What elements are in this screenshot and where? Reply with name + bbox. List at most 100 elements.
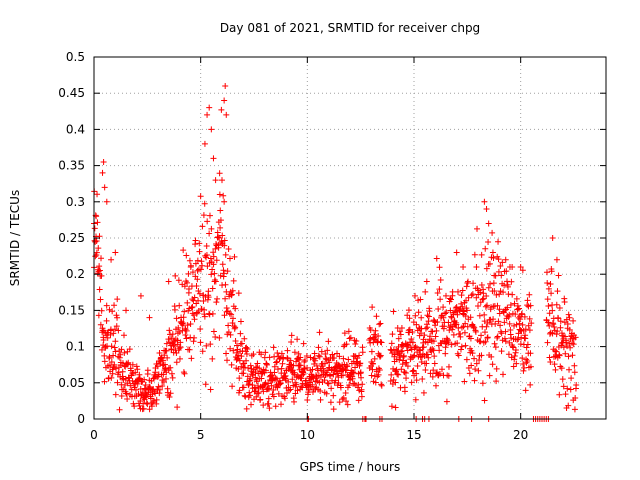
- data-point: [350, 369, 357, 376]
- data-point: [263, 360, 270, 367]
- data-point: [377, 353, 384, 360]
- data-point: [268, 382, 275, 389]
- data-point: [399, 347, 406, 354]
- data-point: [397, 331, 404, 338]
- data-point: [524, 341, 531, 348]
- data-point: [464, 278, 471, 285]
- data-point: [309, 381, 316, 388]
- data-point: [436, 370, 443, 377]
- data-point: [416, 332, 423, 339]
- data-point: [403, 359, 410, 366]
- data-point: [112, 348, 119, 355]
- data-point: [510, 344, 517, 351]
- data-point: [175, 277, 182, 284]
- data-point: [174, 404, 181, 411]
- data-point: [244, 346, 251, 353]
- data-point: [490, 280, 497, 287]
- data-point: [434, 289, 441, 296]
- data-point: [325, 380, 332, 387]
- data-point: [565, 402, 572, 409]
- data-point: [405, 307, 412, 314]
- data-point: [235, 290, 242, 297]
- data-point: [93, 238, 100, 245]
- data-point: [482, 303, 489, 310]
- data-point: [499, 259, 506, 266]
- data-point: [221, 198, 228, 205]
- data-point: [276, 381, 283, 388]
- data-point: [481, 329, 488, 336]
- data-point: [153, 396, 160, 403]
- data-point: [93, 249, 100, 256]
- data-point: [166, 394, 173, 401]
- data-point: [440, 314, 447, 321]
- data-point: [567, 344, 574, 351]
- y-tick-label: 0.2: [66, 267, 85, 281]
- data-point: [400, 352, 407, 359]
- data-point: [284, 355, 291, 362]
- data-point: [500, 289, 507, 296]
- data-point: [189, 304, 196, 311]
- data-point: [297, 362, 304, 369]
- data-point: [487, 280, 494, 287]
- data-point: [196, 240, 203, 247]
- data-point: [288, 338, 295, 345]
- data-point: [438, 366, 445, 373]
- data-point: [458, 343, 465, 350]
- data-point: [547, 359, 554, 366]
- data-point: [330, 392, 337, 399]
- data-point: [208, 225, 215, 232]
- data-point: [183, 252, 190, 259]
- data-point: [115, 369, 122, 376]
- data-point: [367, 335, 374, 342]
- data-point: [180, 320, 187, 327]
- data-point: [231, 253, 238, 260]
- data-point: [101, 352, 108, 359]
- data-point: [219, 177, 225, 184]
- data-point: [209, 355, 216, 362]
- data-point: [404, 363, 411, 370]
- data-point: [184, 322, 191, 329]
- data-point: [291, 369, 298, 376]
- data-point: [567, 386, 574, 393]
- data-point: [448, 296, 455, 303]
- data-point: [217, 272, 224, 279]
- data-point: [524, 357, 531, 364]
- data-point: [177, 344, 184, 351]
- data-point: [393, 356, 400, 363]
- data-point: [372, 379, 379, 386]
- data-point: [176, 355, 183, 362]
- data-point: [546, 322, 553, 329]
- data-point: [210, 253, 217, 260]
- data-point: [221, 237, 228, 244]
- data-point: [186, 346, 193, 353]
- data-point: [412, 292, 419, 299]
- data-point: [426, 308, 433, 315]
- data-point: [181, 370, 188, 377]
- data-point: [459, 303, 466, 310]
- data-point: [496, 310, 503, 317]
- data-point: [359, 349, 366, 356]
- data-point: [471, 355, 478, 362]
- data-point: [357, 369, 364, 376]
- data-point: [317, 388, 324, 395]
- data-point: [255, 389, 262, 396]
- data-point: [409, 339, 416, 346]
- data-point: [418, 314, 425, 321]
- data-point: [223, 305, 230, 312]
- data-point: [466, 370, 473, 377]
- data-point: [195, 297, 202, 304]
- data-point: [159, 382, 166, 389]
- data-point: [111, 344, 118, 351]
- data-point: [160, 379, 167, 386]
- data-point: [191, 334, 198, 341]
- data-point: [119, 368, 126, 375]
- data-point: [353, 338, 360, 345]
- data-point: [231, 323, 238, 330]
- data-point: [566, 314, 573, 321]
- data-point: [459, 287, 466, 294]
- data-point: [140, 405, 147, 412]
- data-point: [358, 393, 365, 400]
- data-point: [144, 367, 151, 374]
- y-tick-label: 0.15: [58, 303, 85, 317]
- data-point: [155, 383, 162, 390]
